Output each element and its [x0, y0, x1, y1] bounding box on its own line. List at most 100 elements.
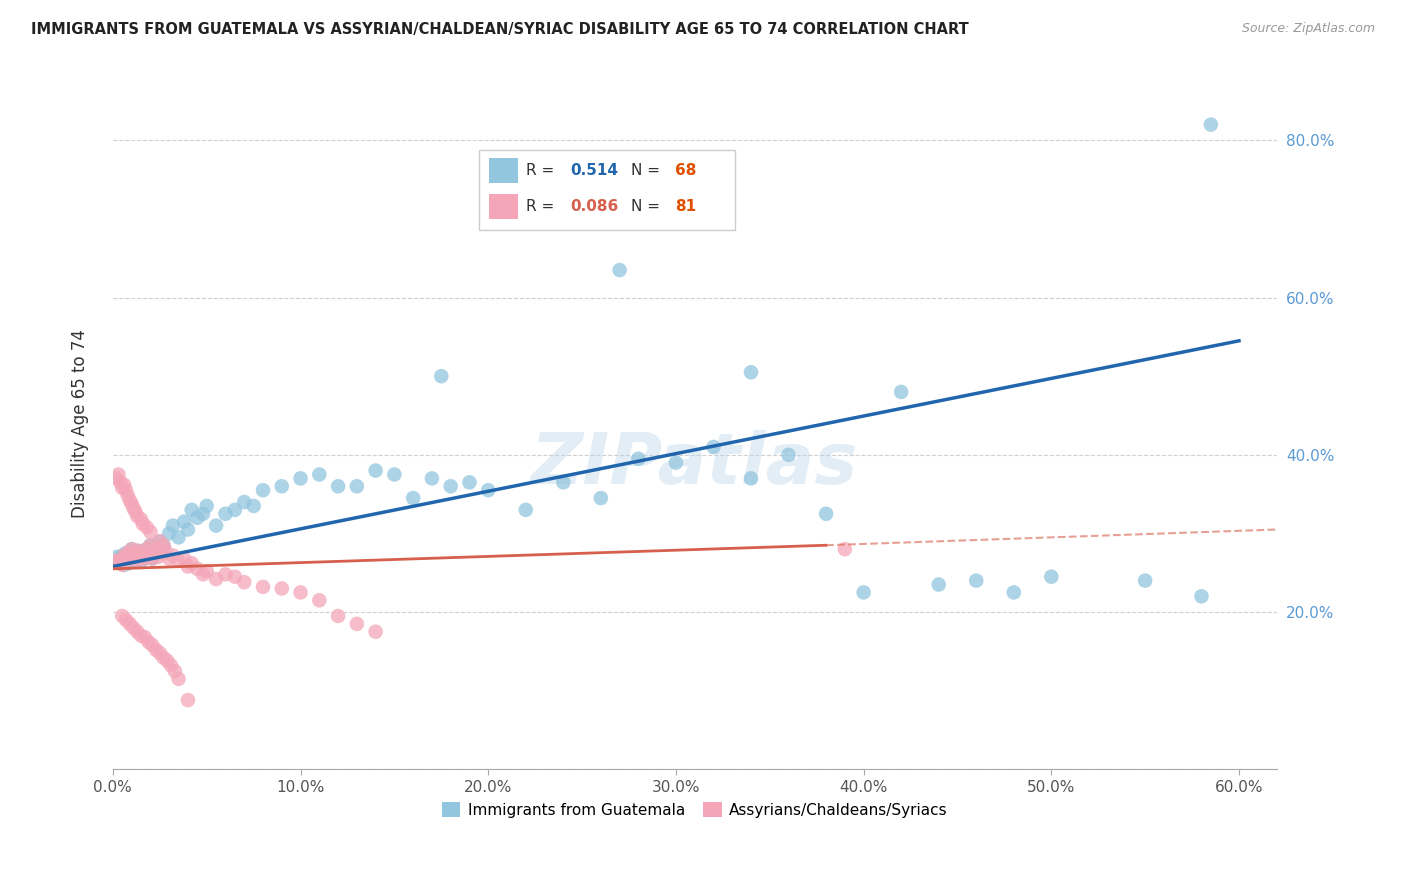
Point	[224, 570, 246, 584]
Point	[121, 542, 143, 557]
Point	[167, 530, 190, 544]
Text: ZIPatlas: ZIPatlas	[531, 430, 859, 500]
Point	[173, 551, 195, 566]
Point	[326, 609, 349, 624]
Point	[127, 543, 149, 558]
Point	[135, 542, 157, 557]
Point	[162, 518, 184, 533]
Point	[214, 567, 236, 582]
Point	[105, 471, 128, 485]
Point	[346, 616, 368, 631]
Point	[180, 503, 202, 517]
Point	[155, 543, 177, 558]
Point	[118, 616, 141, 631]
Point	[105, 549, 128, 564]
Point	[115, 546, 138, 560]
Point	[135, 542, 157, 557]
Point	[205, 572, 228, 586]
Point	[928, 577, 950, 591]
Point	[122, 621, 145, 635]
Point	[252, 580, 274, 594]
Point	[122, 549, 145, 563]
Point	[1199, 118, 1222, 132]
Point	[145, 642, 167, 657]
Text: N =: N =	[631, 199, 665, 214]
Point	[430, 369, 453, 384]
Point	[149, 534, 172, 549]
Point	[308, 593, 330, 607]
Point	[186, 510, 208, 524]
Text: N =: N =	[631, 163, 665, 178]
Point	[180, 557, 202, 571]
Point	[177, 693, 200, 707]
Point	[852, 585, 875, 599]
FancyBboxPatch shape	[489, 159, 517, 183]
Point	[270, 582, 292, 596]
Point	[127, 509, 149, 524]
Point	[129, 512, 152, 526]
FancyBboxPatch shape	[489, 194, 517, 219]
Text: 0.086: 0.086	[571, 199, 619, 214]
Point	[364, 464, 387, 478]
Point	[145, 542, 167, 557]
Point	[195, 499, 218, 513]
Point	[290, 471, 312, 485]
Point	[440, 479, 463, 493]
Point	[132, 546, 155, 560]
Point	[146, 549, 169, 564]
Point	[141, 551, 163, 566]
Point	[117, 557, 139, 571]
Point	[160, 658, 183, 673]
Point	[702, 440, 724, 454]
Point	[129, 629, 152, 643]
Point	[152, 538, 174, 552]
Text: 68: 68	[675, 163, 696, 178]
Point	[1040, 570, 1063, 584]
Point	[191, 567, 214, 582]
Point	[112, 477, 135, 491]
Point	[965, 574, 987, 588]
Point	[740, 365, 762, 379]
Point	[118, 551, 141, 566]
Text: IMMIGRANTS FROM GUATEMALA VS ASSYRIAN/CHALDEAN/SYRIAC DISABILITY AGE 65 TO 74 CO: IMMIGRANTS FROM GUATEMALA VS ASSYRIAN/CH…	[31, 22, 969, 37]
Point	[589, 491, 612, 505]
Point	[132, 546, 155, 560]
Point	[191, 507, 214, 521]
Point	[115, 483, 138, 498]
Point	[111, 481, 134, 495]
Point	[122, 549, 145, 563]
Point	[167, 554, 190, 568]
Y-axis label: Disability Age 65 to 74: Disability Age 65 to 74	[72, 329, 89, 518]
Point	[384, 467, 406, 482]
Point	[138, 549, 160, 563]
Point	[134, 551, 156, 566]
Point	[778, 448, 800, 462]
Point	[145, 542, 167, 557]
Point	[890, 384, 912, 399]
Text: R =: R =	[526, 163, 560, 178]
Point	[104, 554, 127, 568]
Point	[122, 501, 145, 516]
Point	[402, 491, 425, 505]
Point	[420, 471, 443, 485]
FancyBboxPatch shape	[479, 150, 735, 229]
Point	[205, 518, 228, 533]
Point	[141, 638, 163, 652]
Point	[149, 646, 172, 660]
Point	[115, 551, 138, 566]
Point	[326, 479, 349, 493]
Point	[252, 483, 274, 498]
Point	[111, 558, 134, 572]
Point	[173, 515, 195, 529]
Point	[163, 664, 186, 678]
Point	[627, 451, 650, 466]
Point	[127, 624, 149, 639]
Point	[233, 575, 256, 590]
Point	[177, 559, 200, 574]
Point	[129, 554, 152, 568]
Text: R =: R =	[526, 199, 560, 214]
Legend: Immigrants from Guatemala, Assyrians/Chaldeans/Syriacs: Immigrants from Guatemala, Assyrians/Cha…	[436, 796, 953, 824]
Point	[458, 475, 481, 490]
Point	[138, 635, 160, 649]
Point	[110, 475, 132, 490]
